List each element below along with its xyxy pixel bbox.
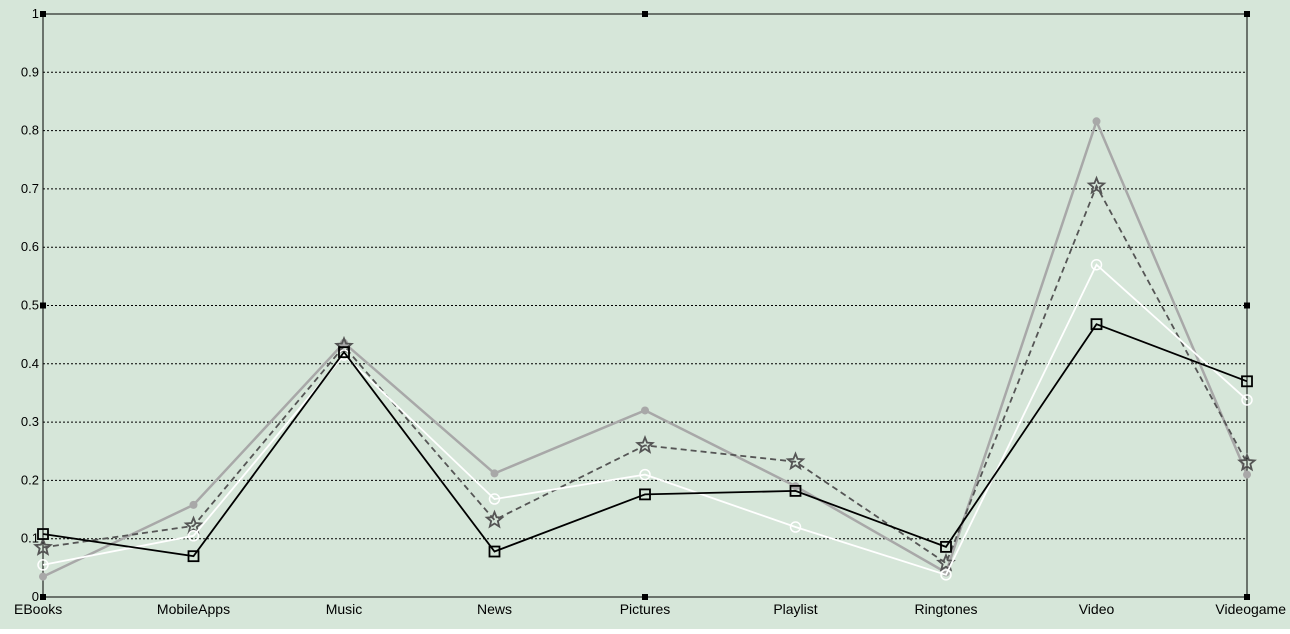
axis-tick-mark — [1244, 594, 1250, 600]
axis-tick-mark — [40, 11, 46, 17]
data-point — [338, 346, 350, 359]
y-tick-label: 0.6 — [21, 239, 39, 254]
axis-tick-mark — [1244, 302, 1250, 309]
y-tick-label: 0.2 — [21, 472, 39, 487]
data-point — [639, 468, 651, 481]
y-tick-label: 1 — [32, 6, 39, 21]
data-point — [189, 500, 198, 509]
data-point — [340, 338, 348, 347]
data-point — [37, 528, 49, 540]
grid-lines — [43, 71, 1247, 540]
data-point — [187, 550, 200, 563]
series-line — [42, 323, 1248, 558]
data-point — [39, 572, 47, 581]
y-tick-label: 0.9 — [21, 64, 39, 79]
x-tick-label: EBooks — [14, 601, 62, 617]
y-tick-label: 0.7 — [21, 181, 39, 196]
data-point — [635, 434, 655, 454]
data-point — [940, 569, 952, 581]
data-point — [936, 552, 956, 572]
data-point — [187, 530, 200, 542]
data-point — [1241, 394, 1253, 406]
x-tick-label: Video — [1079, 601, 1115, 617]
data-point — [1086, 175, 1107, 195]
axis-tick-mark — [40, 302, 46, 309]
data-point — [183, 515, 204, 535]
x-tick-label: Playlist — [773, 601, 817, 617]
data-point — [1090, 258, 1103, 271]
x-tick-label: Ringtones — [914, 601, 977, 617]
data-point — [1243, 470, 1251, 479]
y-tick-label: 0.4 — [21, 356, 39, 371]
y-tick-label: 0.1 — [21, 531, 39, 546]
data-point — [789, 521, 802, 533]
data-point — [488, 545, 501, 558]
y-axis-ticks: 0 0.1 0.2 0.3 0.4 0.5 0.6 0.7 0.8 0.9 1 — [21, 6, 39, 604]
plot-frame — [40, 11, 1250, 600]
y-tick-label: 0.8 — [21, 123, 39, 138]
y-tick-label: 0 — [32, 589, 39, 604]
series-3 — [37, 258, 1253, 581]
data-point — [785, 451, 806, 471]
axis-tick-mark — [642, 594, 648, 600]
x-tick-label: News — [477, 601, 512, 617]
series-4 — [37, 318, 1253, 563]
data-point — [37, 559, 49, 571]
series-group — [33, 117, 1257, 581]
axis-tick-mark — [642, 11, 648, 17]
data-point — [639, 488, 651, 501]
data-point — [33, 537, 53, 556]
series-line — [42, 263, 1248, 576]
data-point — [1092, 117, 1101, 126]
axis-tick-mark — [40, 594, 46, 600]
x-tick-label: Music — [326, 601, 363, 617]
x-tick-label: Videogame — [1215, 601, 1286, 617]
y-tick-label: 0.5 — [21, 298, 39, 313]
series-line — [42, 183, 1248, 565]
x-tick-label: Pictures — [620, 601, 671, 617]
data-point — [1241, 375, 1253, 388]
axis-tick-mark — [1244, 11, 1250, 17]
data-point — [1090, 318, 1103, 331]
y-tick-label: 0.3 — [21, 414, 39, 429]
x-tick-label: MobileApps — [157, 601, 230, 617]
data-point — [490, 469, 499, 478]
data-point — [940, 540, 952, 553]
data-point — [789, 484, 802, 497]
data-point — [484, 509, 505, 529]
data-point — [488, 493, 501, 505]
data-point — [641, 406, 649, 415]
data-point — [1237, 452, 1257, 472]
x-axis-ticks: EBooks MobileApps Music News Pictures Playlis… — [14, 601, 1286, 617]
